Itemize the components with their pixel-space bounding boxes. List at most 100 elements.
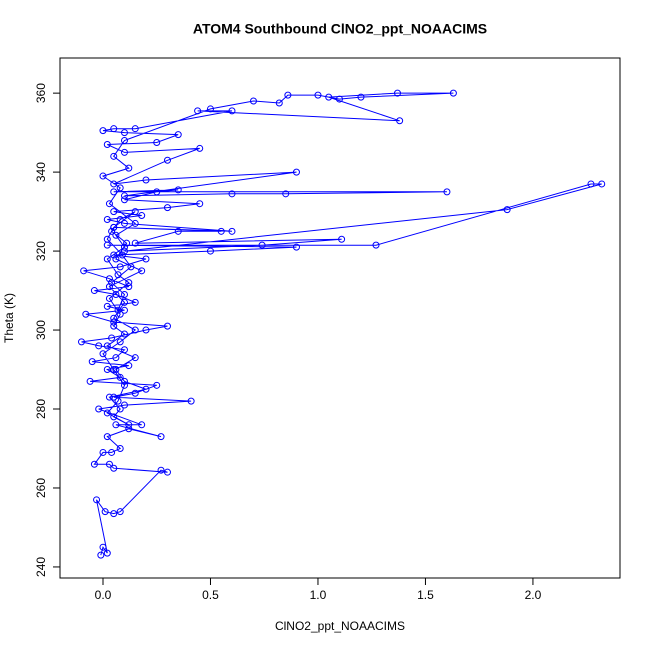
point xyxy=(77,338,85,346)
x-tick-label: 1.5 xyxy=(417,588,434,602)
point xyxy=(105,294,113,302)
point xyxy=(108,334,116,342)
x-tick-label: 0.0 xyxy=(95,588,112,602)
point xyxy=(110,318,118,326)
point xyxy=(120,137,128,145)
point xyxy=(174,131,182,139)
point xyxy=(228,190,236,198)
point xyxy=(131,389,139,397)
point xyxy=(103,215,111,223)
point xyxy=(110,366,118,374)
point xyxy=(88,358,96,366)
point xyxy=(110,510,118,518)
y-tick-label: 320 xyxy=(34,241,48,261)
point xyxy=(120,377,128,385)
point xyxy=(110,188,118,196)
point xyxy=(120,381,128,389)
point xyxy=(110,464,118,472)
point xyxy=(394,89,402,97)
point xyxy=(105,393,113,401)
point xyxy=(93,496,101,504)
point xyxy=(314,91,322,99)
point xyxy=(99,127,107,135)
point xyxy=(282,190,290,198)
point xyxy=(120,291,128,299)
x-tick-label: 1.0 xyxy=(310,588,327,602)
point xyxy=(105,200,113,208)
point xyxy=(125,425,133,433)
y-tick-label: 340 xyxy=(34,162,48,182)
point xyxy=(118,251,126,259)
point xyxy=(194,107,202,115)
point xyxy=(112,354,120,362)
point xyxy=(396,117,404,125)
point xyxy=(103,409,111,417)
point xyxy=(103,302,111,310)
point xyxy=(112,255,120,263)
point xyxy=(116,310,124,318)
point xyxy=(120,148,128,156)
point xyxy=(105,460,113,468)
plot-frame xyxy=(59,57,621,579)
point xyxy=(103,433,111,441)
point xyxy=(292,168,300,176)
point xyxy=(153,381,161,389)
point xyxy=(105,283,113,291)
point xyxy=(120,196,128,204)
point xyxy=(108,279,116,287)
point xyxy=(86,377,94,385)
point xyxy=(275,99,283,107)
point xyxy=(120,129,128,137)
point xyxy=(82,310,90,318)
point xyxy=(99,350,107,358)
point xyxy=(110,393,118,401)
point xyxy=(157,433,165,441)
y-tick-label: 280 xyxy=(34,399,48,419)
point xyxy=(153,138,161,146)
point xyxy=(103,140,111,148)
point xyxy=(284,91,292,99)
point xyxy=(90,460,98,468)
point xyxy=(105,275,113,283)
x-tick-label: 0.5 xyxy=(202,588,219,602)
point xyxy=(103,549,111,557)
point xyxy=(110,322,118,330)
point xyxy=(163,322,171,330)
point xyxy=(112,366,120,374)
point xyxy=(127,263,135,271)
point xyxy=(163,156,171,164)
point xyxy=(112,231,120,239)
point xyxy=(114,306,122,314)
point xyxy=(99,543,107,551)
point xyxy=(103,342,111,350)
point xyxy=(138,267,146,275)
point xyxy=(110,413,118,421)
point xyxy=(116,444,124,452)
point xyxy=(112,421,120,429)
series-line xyxy=(81,92,602,556)
point xyxy=(174,227,182,235)
point xyxy=(443,188,451,196)
point xyxy=(325,93,333,101)
point xyxy=(131,298,139,306)
point xyxy=(228,107,236,115)
point xyxy=(249,97,257,105)
point xyxy=(163,204,171,212)
point xyxy=(101,508,109,516)
point xyxy=(120,298,128,306)
point xyxy=(116,405,124,413)
point xyxy=(598,180,606,188)
point xyxy=(110,314,118,322)
point xyxy=(174,186,182,194)
point xyxy=(131,239,139,247)
y-tick-label: 240 xyxy=(34,557,48,577)
point xyxy=(228,227,236,235)
point xyxy=(125,421,133,429)
point xyxy=(292,243,300,251)
point xyxy=(110,152,118,160)
point xyxy=(120,346,128,354)
point xyxy=(95,405,103,413)
point xyxy=(99,448,107,456)
point xyxy=(95,342,103,350)
